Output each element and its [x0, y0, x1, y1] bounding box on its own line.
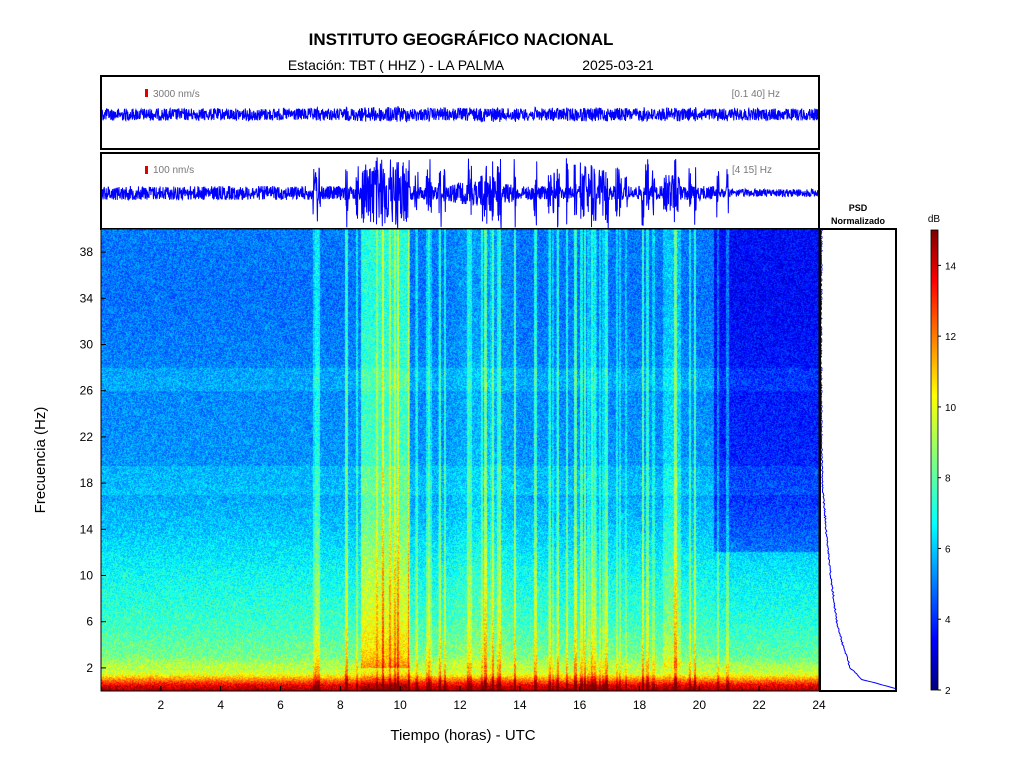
psd-curve	[819, 228, 897, 690]
colorbar-tick-label: 14	[945, 261, 957, 272]
trace-bottom-scale-bar	[145, 166, 148, 174]
x-tick-label: 12	[453, 698, 467, 712]
trace-top-waveform	[100, 105, 820, 123]
psd-title-line2: Normalizado	[831, 216, 886, 226]
colorbar-tick-label: 4	[945, 615, 951, 626]
colorbar-tick-label: 12	[945, 332, 957, 343]
x-axis-ticks: 2 4 6 8 10 12 14 16 18 20 22 24	[157, 686, 826, 712]
trace-bottom-waveform	[100, 157, 820, 229]
y-tick-label: 22	[80, 430, 94, 444]
y-tick-label: 26	[80, 384, 94, 398]
y-tick-label: 30	[80, 338, 94, 352]
x-tick-label: 10	[393, 698, 407, 712]
x-tick-label: 8	[337, 698, 344, 712]
colorbar-tick-label: 10	[945, 403, 957, 414]
x-tick-label: 16	[573, 698, 587, 712]
x-axis-label: Tiempo (horas) - UTC	[390, 727, 535, 744]
trace-bottom-scale-label: 100 nm/s	[153, 165, 194, 176]
y-tick-label: 34	[80, 291, 94, 305]
spectrogram-image	[101, 229, 819, 691]
colorbar-tick-label: 2	[945, 686, 951, 697]
spectrogram-panel: 2 4 6 8 10 12 14 16 18 20 22 24 261014182226303438 …	[32, 228, 826, 744]
colorbar-tick-label: 8	[945, 474, 951, 485]
y-tick-label: 18	[80, 476, 94, 490]
colorbar-gradient	[930, 229, 939, 691]
y-tick-label: 2	[86, 661, 93, 675]
colorbar-tick-label: 6	[945, 544, 951, 555]
x-tick-label: 6	[277, 698, 284, 712]
y-tick-label: 38	[80, 245, 94, 259]
x-tick-label: 24	[812, 698, 826, 712]
psd-title-line1: PSD	[849, 203, 868, 213]
trace-top-scale-label: 3000 nm/s	[153, 89, 200, 100]
x-tick-label: 22	[752, 698, 766, 712]
trace-bottom-panel: 100 nm/s [4 15] Hz	[100, 152, 820, 230]
y-tick-label: 14	[80, 522, 94, 536]
y-axis-label: Frecuencia (Hz)	[32, 407, 49, 514]
trace-bottom-band-label: [4 15] Hz	[732, 165, 772, 176]
x-tick-label: 2	[157, 698, 164, 712]
trace-top-panel: 3000 nm/s [0.1 40] Hz	[100, 75, 820, 150]
trace-top-scale-bar	[145, 89, 148, 97]
x-tick-label: 4	[217, 698, 224, 712]
colorbar-unit: dB	[928, 214, 941, 225]
psd-panel: PSD Normalizado	[819, 203, 897, 692]
date-label: 2025-03-21	[582, 57, 654, 73]
colorbar: dB 2 4 6 8 10 12 14	[928, 214, 957, 697]
y-tick-label: 6	[86, 615, 93, 629]
x-tick-label: 14	[513, 698, 527, 712]
trace-top-band-label: [0.1 40] Hz	[732, 89, 780, 100]
y-tick-label: 10	[80, 569, 94, 583]
figure-title: INSTITUTO GEOGRÁFICO NACIONAL	[309, 30, 614, 49]
x-tick-label: 18	[633, 698, 647, 712]
colorbar-ticks: 2 4 6 8 10 12 14	[938, 261, 957, 697]
station-label: Estación: TBT ( HHZ ) - LA PALMA	[288, 57, 505, 73]
x-tick-label: 20	[693, 698, 707, 712]
